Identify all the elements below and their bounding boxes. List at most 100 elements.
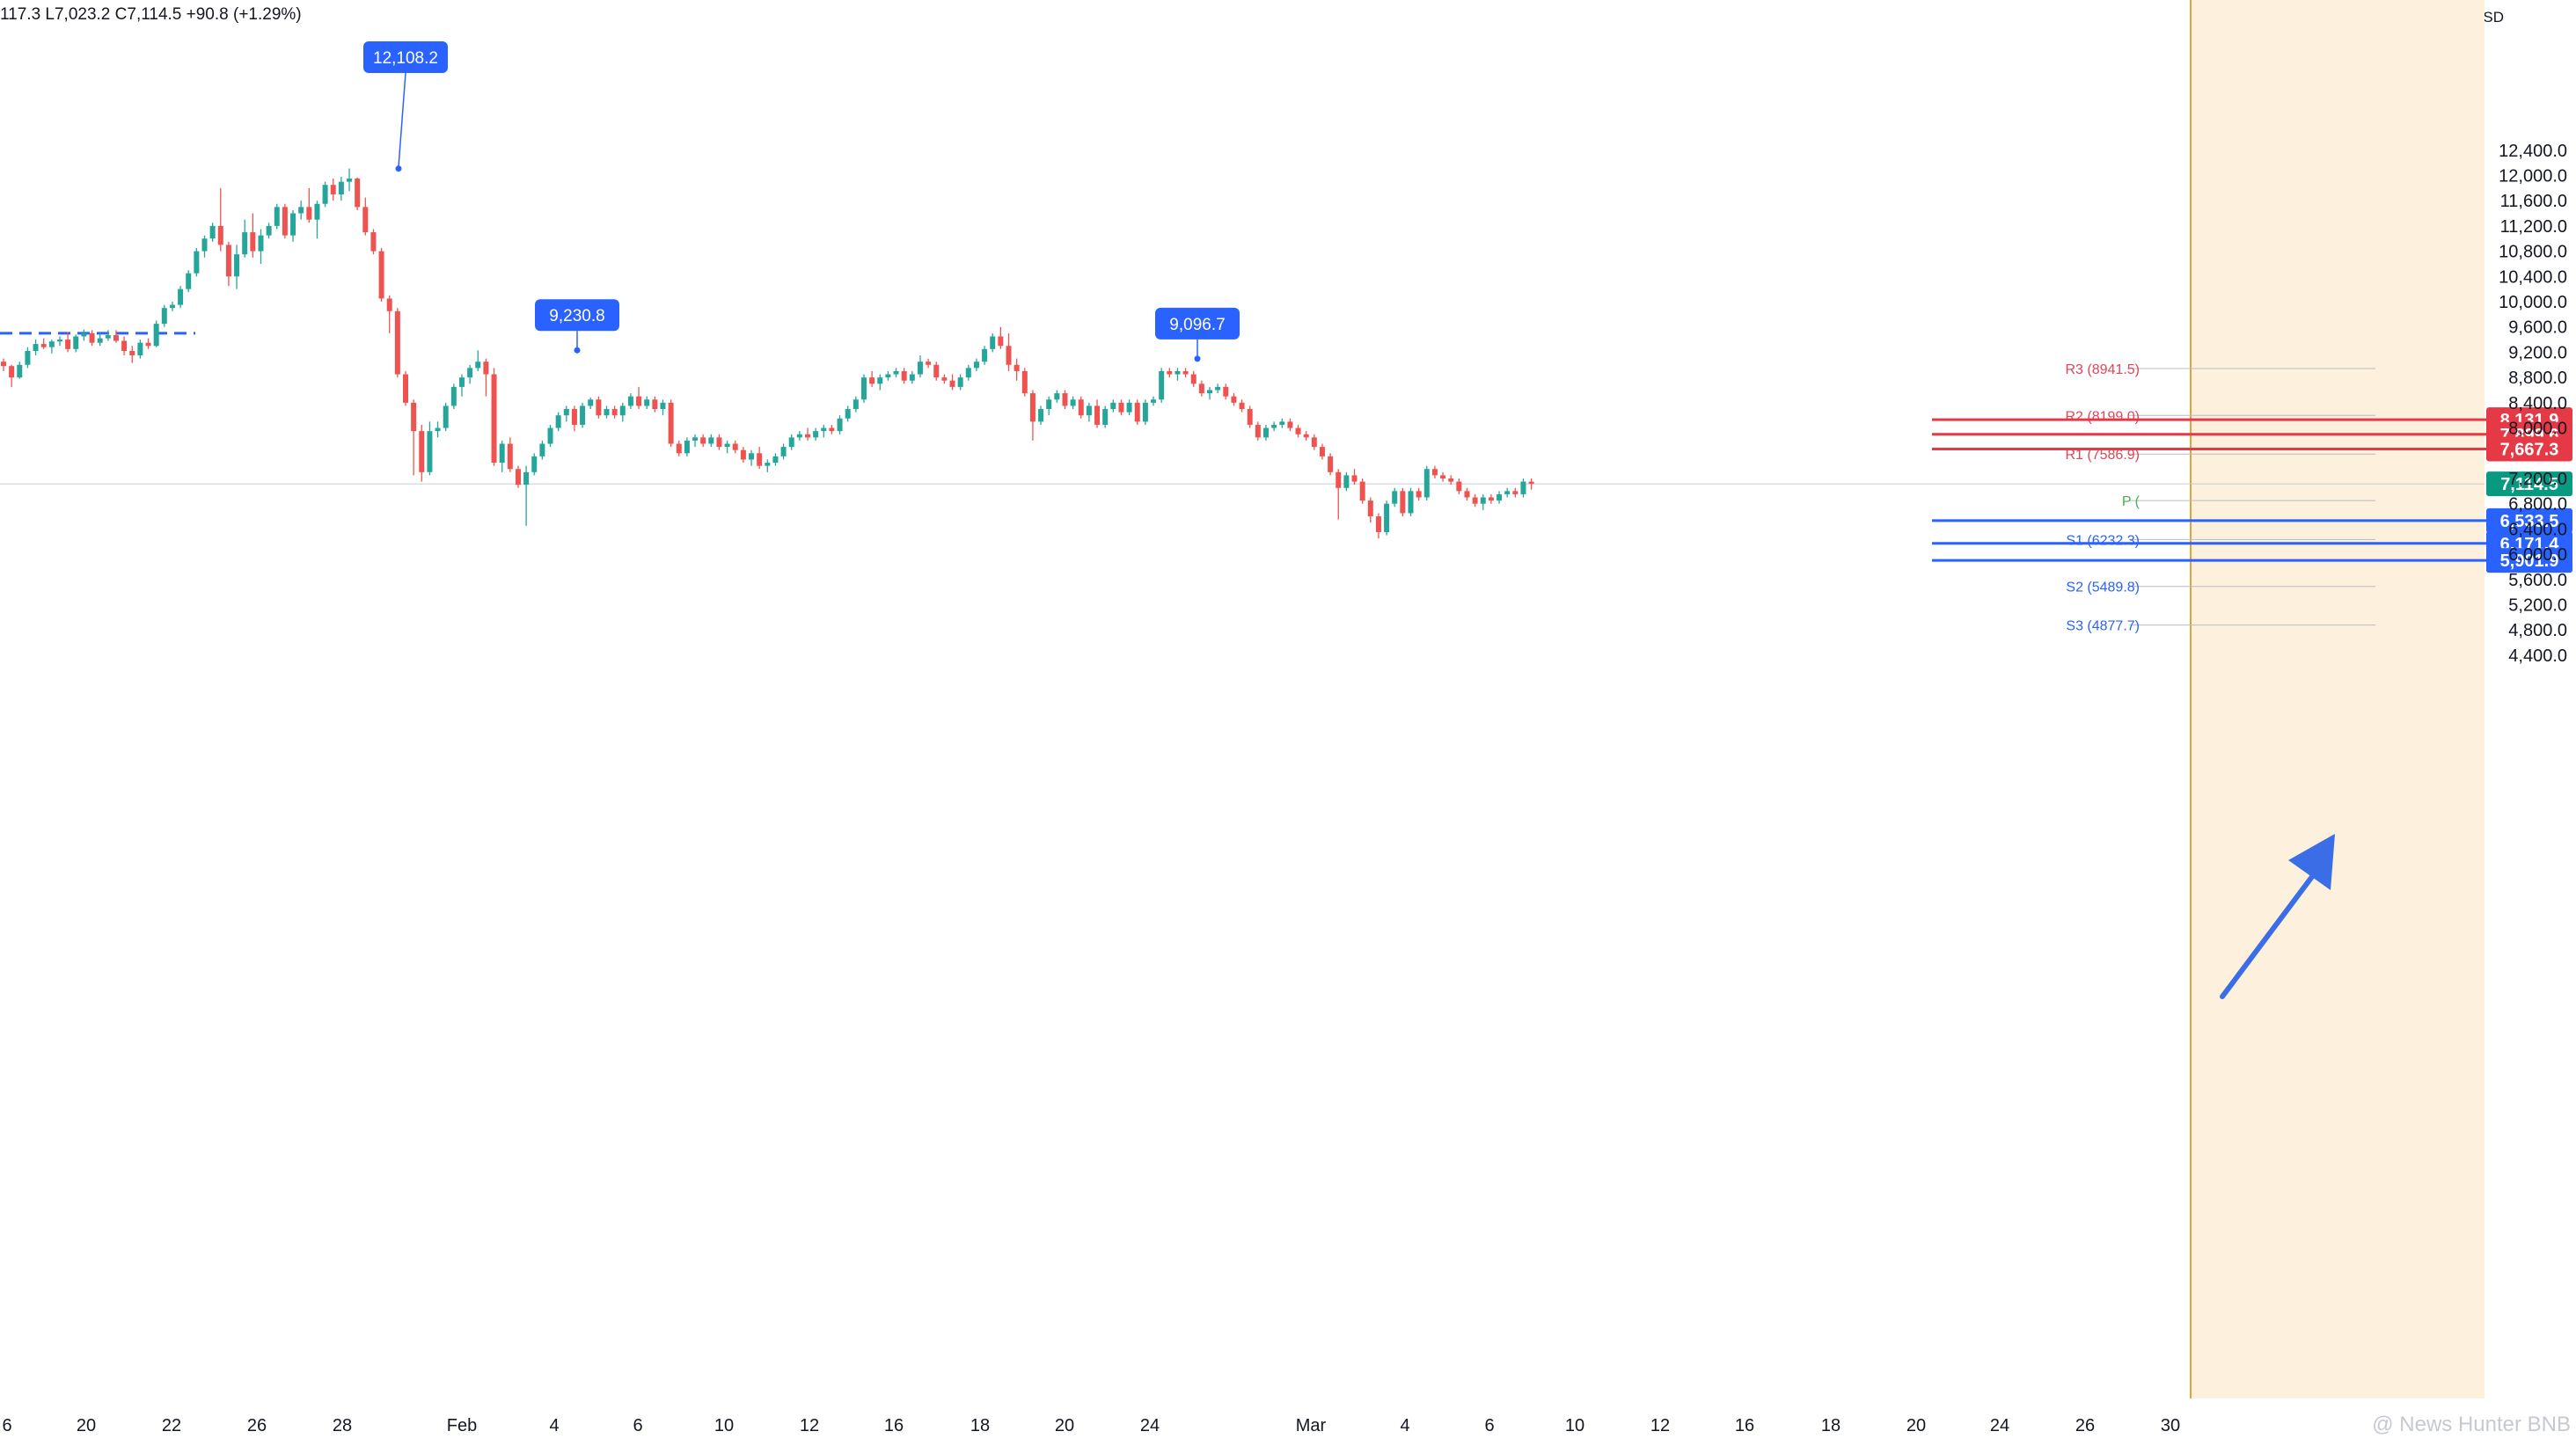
candle xyxy=(796,434,802,438)
candle xyxy=(178,288,184,305)
candle xyxy=(1472,497,1478,504)
candle xyxy=(708,437,714,444)
candle xyxy=(89,332,95,343)
x-tick-label: Mar xyxy=(1296,1416,1327,1435)
candle xyxy=(475,362,481,369)
last-price-label: 7,114.5 xyxy=(2500,475,2558,494)
candle xyxy=(145,342,151,347)
candle xyxy=(692,437,699,441)
candle xyxy=(957,377,963,387)
candle xyxy=(724,443,730,448)
candle xyxy=(1440,475,1446,478)
candle xyxy=(1367,500,1373,517)
x-tick-label: 30 xyxy=(2161,1416,2180,1435)
y-tick-label: 4,400.0 xyxy=(2508,646,2567,666)
candle xyxy=(1223,386,1229,397)
candle xyxy=(355,179,361,208)
candle xyxy=(1504,491,1511,494)
y-tick-label: 12,400.0 xyxy=(2499,142,2567,161)
candle xyxy=(644,399,650,406)
candle xyxy=(547,427,553,444)
candle xyxy=(1086,405,1092,416)
candle xyxy=(740,449,746,460)
candle xyxy=(1287,421,1293,428)
candle xyxy=(933,364,940,378)
candle xyxy=(1520,481,1526,494)
y-tick-label: 10,000.0 xyxy=(2499,293,2567,312)
candle xyxy=(234,254,240,277)
candle xyxy=(885,374,891,378)
candle xyxy=(788,437,794,448)
candle xyxy=(1215,386,1221,391)
candle xyxy=(129,350,135,356)
candle xyxy=(97,338,103,343)
support-price-label: 5,901.9 xyxy=(2500,551,2559,571)
candle xyxy=(362,207,369,233)
candle xyxy=(274,207,280,226)
y-tick-label: 8,000.0 xyxy=(2508,420,2567,439)
watermark: @ News Hunter BNB xyxy=(2372,1413,2571,1436)
candle xyxy=(40,344,47,347)
candle xyxy=(571,409,577,425)
candle xyxy=(1207,390,1212,394)
candle xyxy=(443,405,449,428)
candle xyxy=(998,336,1004,347)
resistance-price-box xyxy=(2486,436,2572,462)
future-zone xyxy=(2191,0,2485,1399)
x-tick-label: 20 xyxy=(77,1416,96,1435)
candle xyxy=(652,399,658,410)
candle xyxy=(1038,409,1044,422)
candle xyxy=(982,348,988,362)
candle xyxy=(1400,491,1406,514)
candle xyxy=(1062,393,1068,406)
candle xyxy=(65,340,71,349)
x-tick-label: 12 xyxy=(1650,1416,1670,1435)
candle xyxy=(169,304,175,309)
candle xyxy=(1151,399,1157,403)
candle xyxy=(1167,370,1173,375)
candle xyxy=(853,399,859,410)
forecast-arrow-shaft xyxy=(2220,868,2319,999)
support-price-label: 6,533.5 xyxy=(2500,512,2559,531)
candle xyxy=(33,344,39,351)
x-tick-label: 6 xyxy=(633,1416,642,1435)
candle xyxy=(531,456,538,472)
candle xyxy=(1456,481,1462,492)
candle xyxy=(1375,516,1381,532)
candle xyxy=(322,185,328,204)
candle xyxy=(113,335,119,341)
candle xyxy=(580,405,586,425)
candle xyxy=(765,463,771,466)
candle xyxy=(1343,475,1350,488)
candle xyxy=(1448,478,1454,482)
candle xyxy=(1319,447,1325,456)
pivot-label: S2 (5489.8) xyxy=(2066,581,2140,595)
candle xyxy=(668,402,674,444)
candle xyxy=(491,374,497,464)
x-tick-label: 20 xyxy=(1055,1416,1074,1435)
candle xyxy=(539,443,545,456)
candle xyxy=(877,377,883,384)
candle xyxy=(1118,402,1124,413)
candle xyxy=(1423,469,1430,498)
x-tick-label: 4 xyxy=(1400,1416,1409,1435)
candle xyxy=(627,396,633,406)
candle xyxy=(555,415,561,428)
candle xyxy=(1528,481,1534,485)
callout-pointer xyxy=(398,72,406,167)
candle xyxy=(290,213,296,236)
candle xyxy=(403,374,408,403)
candle xyxy=(1,362,6,367)
candle xyxy=(1159,370,1165,400)
x-tick-label: 26 xyxy=(247,1416,267,1435)
callout-box xyxy=(1155,307,1240,340)
candle xyxy=(1279,421,1285,425)
candle xyxy=(1497,493,1503,501)
candle xyxy=(909,374,915,381)
candle xyxy=(1464,491,1470,498)
candle xyxy=(483,362,489,375)
candle xyxy=(684,440,690,454)
callout-label: 12,108.2 xyxy=(373,49,438,68)
candle xyxy=(1102,409,1109,425)
